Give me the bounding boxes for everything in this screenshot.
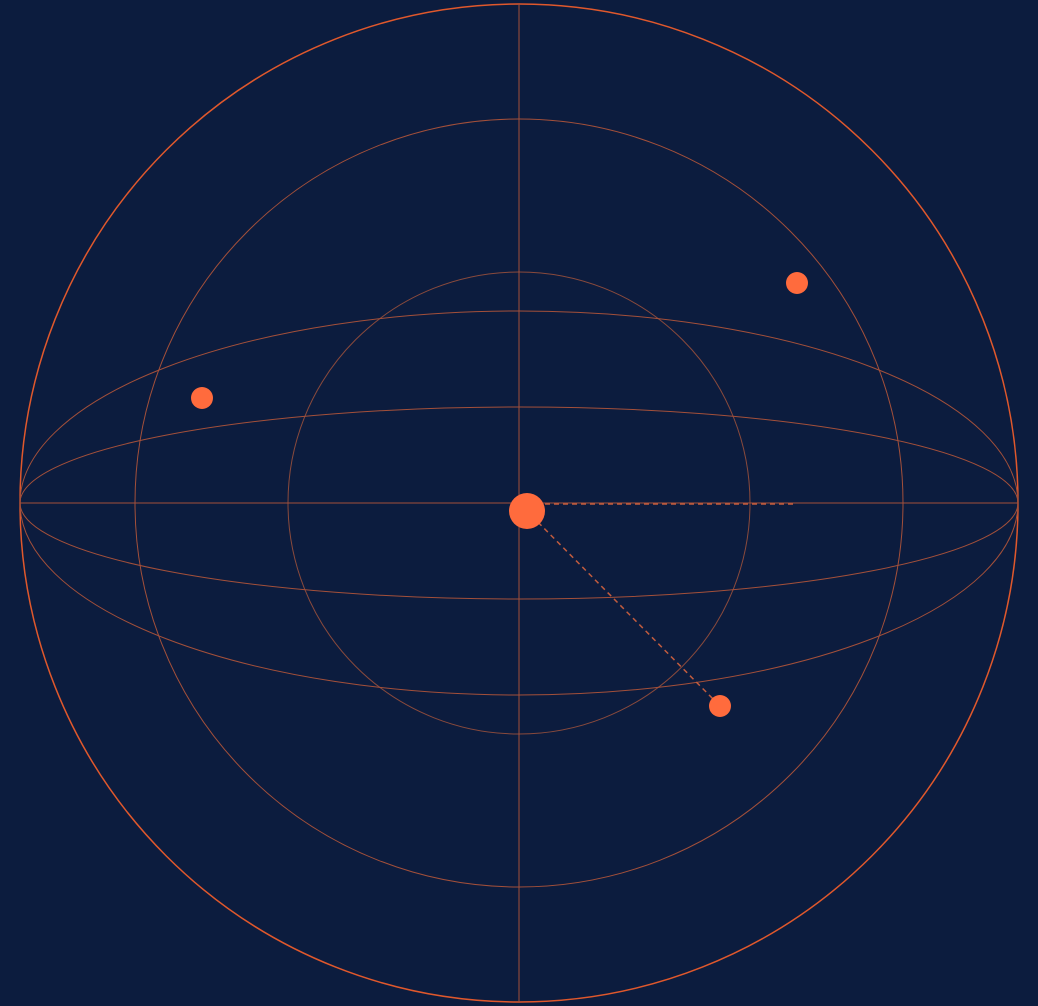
connectors <box>518 502 797 707</box>
nodes <box>191 272 808 717</box>
node-left <box>191 387 213 409</box>
connector-center-to-lower-right <box>518 502 721 707</box>
node-upper-right <box>786 272 808 294</box>
center-node <box>509 493 545 529</box>
node-lower-right <box>709 695 731 717</box>
